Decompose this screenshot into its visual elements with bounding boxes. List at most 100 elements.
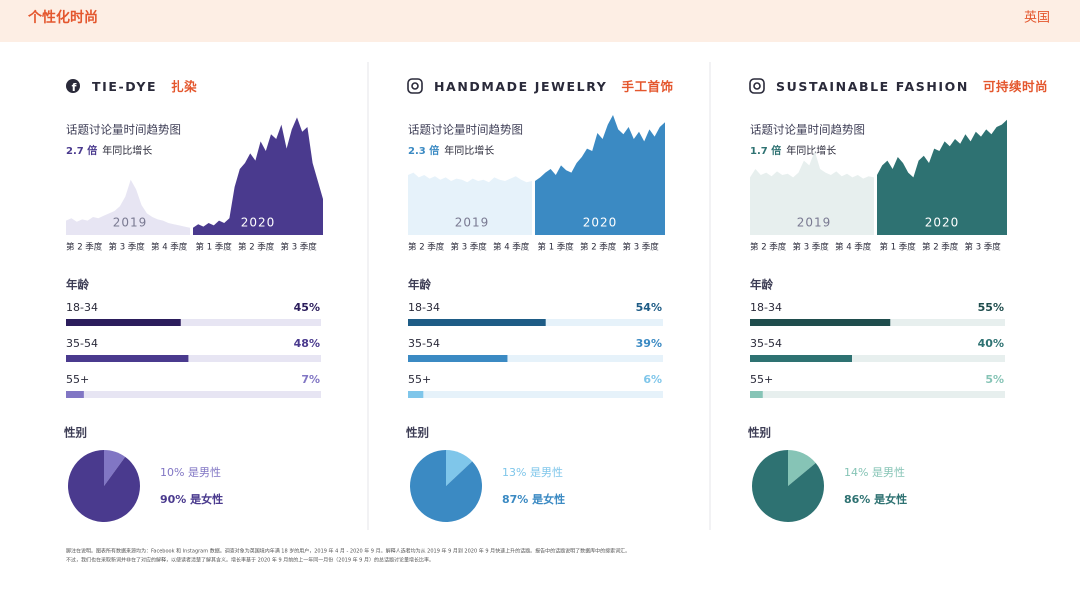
growth-note: 年同比增长: [102, 144, 152, 157]
footnote: 脚注在说明。图表所有数据来源均为：Facebook 和 Instagram 数据…: [66, 548, 630, 555]
panel-title: SUSTAINABLE FASHION 可持续时尚: [776, 79, 1048, 94]
quarter-label: 第 2 季度: [580, 242, 617, 253]
facebook-icon: [66, 79, 80, 93]
instagram-icon: [749, 78, 765, 94]
year-label: 2019: [113, 216, 148, 230]
age-bar: [408, 355, 508, 362]
year-label: 2019: [455, 216, 490, 230]
age-track: [750, 391, 1005, 398]
age-label: 35-54: [750, 337, 782, 350]
panel-title: TIE-DYE 扎染: [92, 79, 197, 94]
age-value: 6%: [643, 373, 662, 386]
quarter-label: 第 1 季度: [538, 242, 575, 253]
age-track: [408, 355, 663, 362]
age-bar: [66, 319, 181, 326]
header-title: 个性化时尚: [27, 9, 98, 26]
age-label: 18-34: [408, 301, 440, 314]
age-track: [66, 319, 321, 326]
quarter-label: 第 2 季度: [238, 242, 275, 253]
quarter-label: 第 2 季度: [66, 242, 103, 253]
title-en: TIE-DYE: [92, 79, 157, 94]
trend-area: [877, 119, 1007, 235]
quarter-label: 第 4 季度: [493, 242, 530, 253]
pie-label: 10% 是男性: [160, 465, 221, 479]
age-label: 55+: [66, 373, 89, 386]
quarter-label: 第 3 季度: [281, 242, 318, 253]
gender-title: 性别: [64, 426, 87, 440]
age-label: 18-34: [66, 301, 98, 314]
age-label: 55+: [750, 373, 773, 386]
age-title: 年龄: [408, 278, 431, 292]
age-value: 40%: [978, 337, 1004, 350]
age-value: 39%: [636, 337, 662, 350]
growth-value: 2.3 倍: [408, 144, 439, 157]
pie-label: 90% 是女性: [160, 492, 223, 506]
header-band: [0, 0, 1080, 42]
growth-note: 年同比增长: [786, 144, 836, 157]
age-track: [750, 355, 1005, 362]
age-value: 55%: [978, 301, 1004, 314]
instagram-icon-lens: [753, 82, 761, 90]
pie-label: 13% 是男性: [502, 465, 563, 479]
age-track: [66, 391, 321, 398]
quarter-label: 第 3 季度: [793, 242, 830, 253]
footnote: 不过，我们也在采取新词并非在了对应的解释，以便读者清楚了解其含义。增长率基于 2…: [66, 557, 434, 564]
age-bar: [750, 355, 852, 362]
quarter-label: 第 3 季度: [623, 242, 660, 253]
age-value: 5%: [985, 373, 1004, 386]
pie-slice: [752, 450, 824, 522]
age-value: 54%: [636, 301, 662, 314]
age-bar: [66, 391, 84, 398]
growth: 2.7 倍年同比增长: [66, 144, 152, 157]
pie-label: 86% 是女性: [844, 492, 907, 506]
age-value: 7%: [301, 373, 320, 386]
gender-title: 性别: [748, 426, 771, 440]
age-label: 35-54: [66, 337, 98, 350]
age-track: [66, 355, 321, 362]
age-value: 45%: [294, 301, 320, 314]
age-value: 48%: [294, 337, 320, 350]
panel-title: HANDMADE JEWELRY 手工首饰: [434, 79, 673, 94]
pie-slice: [788, 450, 816, 486]
age-bar: [408, 391, 424, 398]
quarter-label: 第 3 季度: [451, 242, 488, 253]
growth: 2.3 倍年同比增长: [408, 144, 494, 157]
quarter-label: 第 1 季度: [880, 242, 917, 253]
quarter-label: 第 2 季度: [922, 242, 959, 253]
trend-title: 话题讨论量时间趋势图: [66, 123, 181, 137]
quarter-label: 第 4 季度: [835, 242, 872, 253]
title-en: HANDMADE JEWELRY: [434, 79, 607, 94]
trend-area: [750, 151, 874, 235]
pie-slice: [104, 450, 126, 486]
age-label: 35-54: [408, 337, 440, 350]
pie-slice: [446, 450, 473, 486]
title-cn: 手工首饰: [621, 79, 673, 94]
year-label: 2020: [925, 216, 960, 230]
instagram-icon-lens: [411, 82, 419, 90]
trend-title: 话题讨论量时间趋势图: [408, 123, 523, 137]
quarter-label: 第 3 季度: [109, 242, 146, 253]
trend-area: [535, 115, 665, 235]
header-region: 英国: [1024, 11, 1050, 26]
trend-title: 话题讨论量时间趋势图: [750, 123, 865, 137]
age-label: 18-34: [750, 301, 782, 314]
age-track: [408, 391, 663, 398]
quarter-label: 第 4 季度: [151, 242, 188, 253]
age-title: 年龄: [750, 278, 773, 292]
quarter-label: 第 2 季度: [750, 242, 787, 253]
quarter-label: 第 3 季度: [965, 242, 1002, 253]
age-bar: [408, 319, 546, 326]
age-bar: [750, 391, 763, 398]
trend-area: [66, 179, 190, 235]
age-bar: [66, 355, 189, 362]
year-label: 2020: [241, 216, 276, 230]
facebook-icon-f: f: [72, 81, 77, 94]
title-cn: 可持续时尚: [983, 79, 1048, 94]
quarter-label: 第 1 季度: [196, 242, 233, 253]
growth-value: 1.7 倍: [750, 144, 781, 157]
pie-slice: [409, 450, 482, 523]
year-label: 2020: [583, 216, 618, 230]
title-cn: 扎染: [171, 79, 197, 94]
quarter-label: 第 2 季度: [408, 242, 445, 253]
